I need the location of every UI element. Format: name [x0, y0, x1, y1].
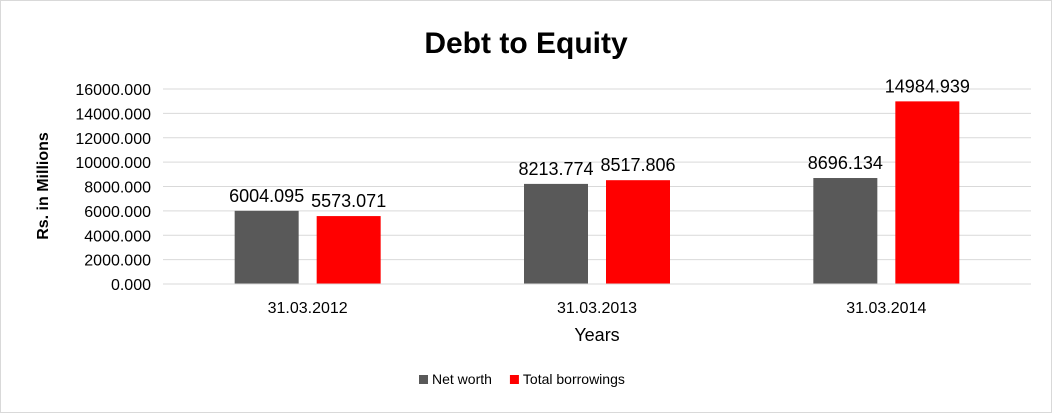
gridlines: [163, 88, 1031, 261]
bar: [813, 178, 878, 284]
y-tick-label: 0.000: [111, 277, 151, 294]
y-tick-label: 14000.000: [75, 106, 151, 123]
x-tick-label: 31.03.2014: [846, 300, 926, 317]
y-axis-tick-labels: 0.000 2000.000 4000.000 6000.000 8000.000 100…: [75, 82, 151, 294]
chart-title: Debt to Equity: [424, 27, 628, 60]
y-axis-title: Rs. in Millions: [35, 132, 52, 240]
legend: Net worth Total borrowings: [419, 371, 625, 387]
y-tick-label: 10000.000: [75, 155, 151, 172]
data-labels: 6004.095 5573.071 8213.774 8517.806 8696.134…: [229, 76, 970, 211]
bar: [524, 183, 588, 284]
data-label: 14984.939: [885, 76, 970, 96]
bars: [234, 101, 960, 284]
data-label: 8213.774: [518, 159, 593, 179]
y-tick-label: 16000.000: [75, 82, 151, 99]
x-tick-label: 31.03.2012: [268, 300, 348, 317]
y-tick-label: 8000.000: [84, 180, 151, 197]
x-axis-tick-labels: 31.03.2012 31.03.2013 31.03.2014: [268, 300, 927, 317]
y-tick-label: 4000.000: [84, 228, 151, 245]
bar: [234, 210, 299, 284]
legend-swatch: [509, 375, 519, 384]
bar: [606, 180, 670, 284]
data-label: 5573.071: [311, 191, 386, 211]
x-axis-title: Years: [574, 325, 619, 345]
x-tick-label: 31.03.2013: [557, 300, 637, 317]
legend-label: Total borrowings: [523, 371, 625, 387]
y-tick-label: 6000.000: [84, 204, 151, 221]
bar: [316, 216, 381, 284]
data-label: 8696.134: [808, 153, 883, 173]
legend-label: Net worth: [432, 371, 492, 387]
data-label: 6004.095: [229, 186, 304, 206]
y-tick-label: 12000.000: [75, 131, 151, 148]
data-label: 8517.806: [600, 155, 675, 175]
y-tick-label: 2000.000: [84, 253, 151, 270]
legend-swatch: [419, 375, 428, 384]
bar: [895, 101, 960, 284]
